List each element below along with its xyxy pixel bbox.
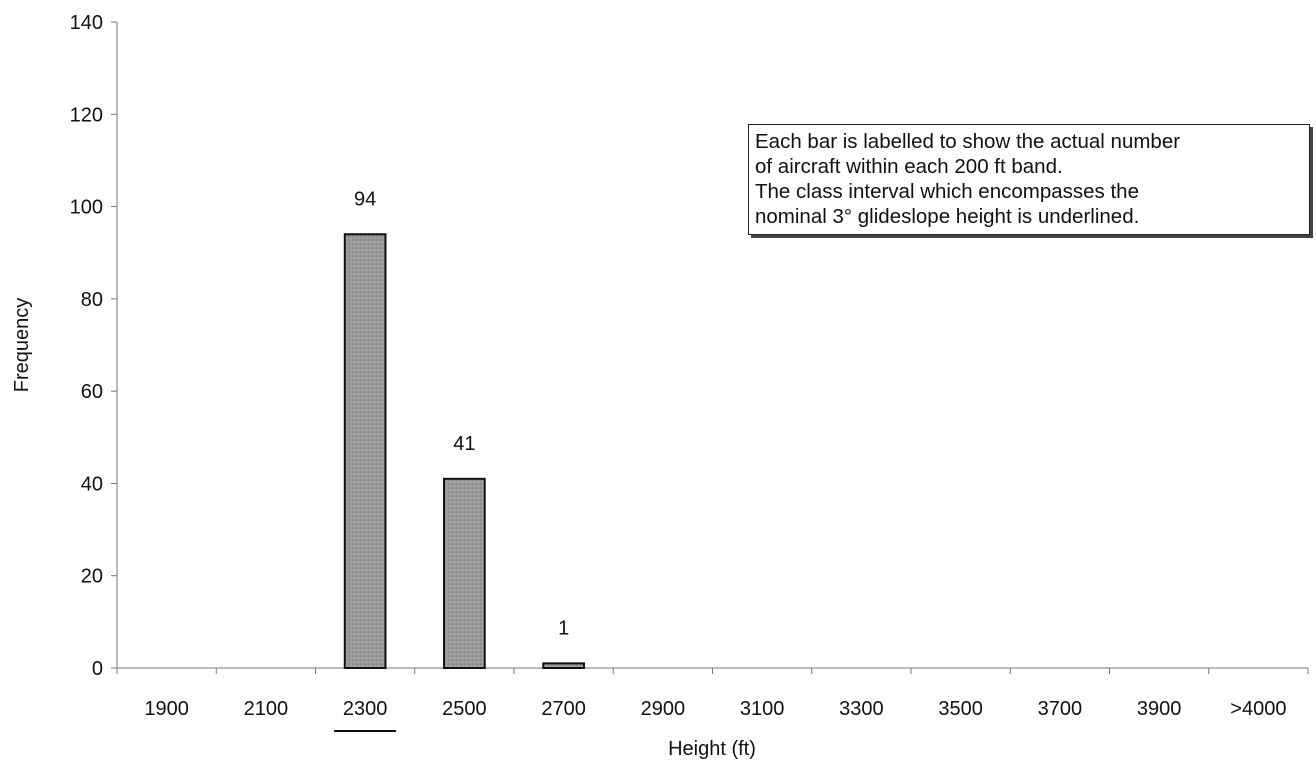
y-tick-label: 100 bbox=[70, 197, 103, 219]
bar bbox=[443, 477, 486, 670]
annotation-line-3: The class interval which encompasses the bbox=[755, 180, 1139, 203]
data-label: 1 bbox=[558, 617, 569, 639]
x-tick-label: 2900 bbox=[641, 698, 686, 720]
x-tick-label: 2500 bbox=[442, 698, 487, 720]
x-tick-label: 1900 bbox=[144, 698, 189, 720]
bar bbox=[343, 233, 387, 669]
x-tick-label: 3100 bbox=[740, 698, 785, 720]
y-tick-label: 80 bbox=[81, 289, 103, 311]
x-tick-label: 3500 bbox=[938, 698, 983, 720]
x-tick-label: 3900 bbox=[1137, 698, 1182, 720]
data-label: 94 bbox=[354, 188, 376, 210]
y-axis-title: Frequency bbox=[11, 298, 33, 393]
y-tick-label: 140 bbox=[70, 12, 103, 34]
x-tick-label: 2300 bbox=[343, 698, 388, 720]
x-tick-label: 3700 bbox=[1038, 698, 1083, 720]
x-axis: 1900 2100 2300 2500 2700 2900 3100 3300 3500 3700… bbox=[116, 667, 1309, 732]
x-axis-title: Height (ft) bbox=[668, 738, 756, 760]
x-tick-label: 3300 bbox=[839, 698, 884, 720]
bars bbox=[343, 233, 585, 670]
y-tick-label: 60 bbox=[81, 381, 103, 403]
annotation-box: Each bar is labelled to show the actual … bbox=[748, 124, 1310, 235]
data-labels: 94 41 1 bbox=[354, 188, 569, 639]
y-tick-label: 120 bbox=[70, 104, 103, 126]
annotation-line-2: of aircraft within each 200 ft band. bbox=[755, 155, 1063, 178]
y-tick-label: 0 bbox=[92, 658, 103, 680]
bar bbox=[542, 662, 585, 670]
y-axis: 0 20 40 60 80 100 120 140 bbox=[70, 12, 118, 680]
y-tick-label: 20 bbox=[81, 566, 103, 588]
annotation-line-4: nominal 3° glideslope height is underlin… bbox=[755, 205, 1140, 228]
x-tick-label: >4000 bbox=[1230, 698, 1286, 720]
data-label: 41 bbox=[453, 433, 475, 455]
x-tick-label: 2700 bbox=[541, 698, 586, 720]
annotation-line-1: Each bar is labelled to show the actual … bbox=[755, 130, 1181, 153]
x-tick-label: 2100 bbox=[244, 698, 289, 720]
y-tick-label: 40 bbox=[81, 473, 103, 495]
